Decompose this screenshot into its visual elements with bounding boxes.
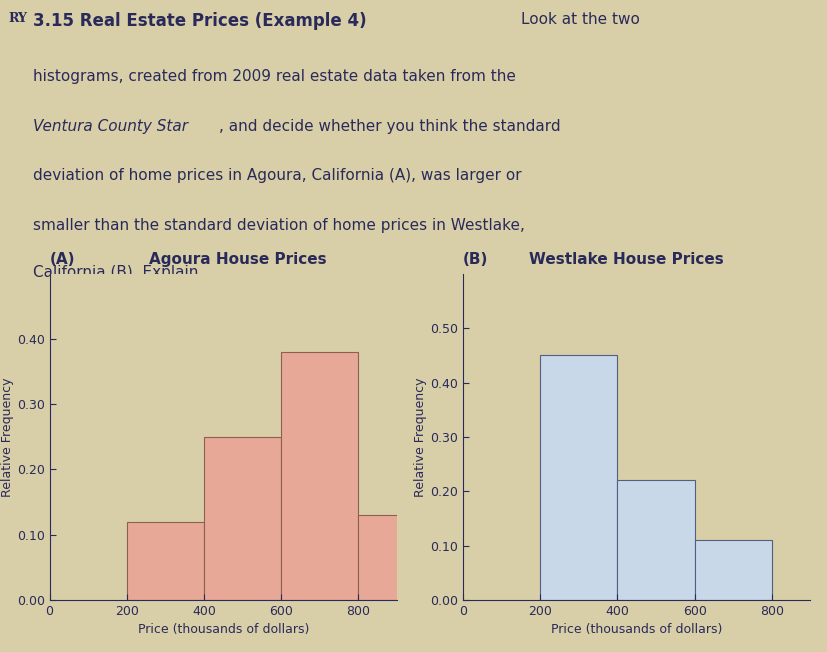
Text: Look at the two: Look at the two xyxy=(521,12,640,27)
Bar xyxy=(618,481,695,600)
Text: RY: RY xyxy=(8,12,27,25)
Text: Westlake House Prices: Westlake House Prices xyxy=(529,252,724,267)
X-axis label: Price (thousands of dollars): Price (thousands of dollars) xyxy=(551,623,723,636)
Text: smaller than the standard deviation of home prices in Westlake,: smaller than the standard deviation of h… xyxy=(33,218,525,233)
Bar xyxy=(281,352,358,600)
Bar xyxy=(358,515,436,600)
Text: Ventura County Star: Ventura County Star xyxy=(33,119,188,134)
Text: Agoura House Prices: Agoura House Prices xyxy=(149,252,327,267)
Text: (A): (A) xyxy=(50,252,75,267)
Text: histograms, created from 2009 real estate data taken from the: histograms, created from 2009 real estat… xyxy=(33,69,516,84)
Bar xyxy=(695,540,772,600)
Y-axis label: Relative Frequency: Relative Frequency xyxy=(1,377,14,497)
Bar xyxy=(436,522,513,600)
Text: 3.15 Real Estate Prices (Example 4): 3.15 Real Estate Prices (Example 4) xyxy=(33,12,366,31)
Text: California (B). Explain.: California (B). Explain. xyxy=(33,265,203,280)
X-axis label: Price (thousands of dollars): Price (thousands of dollars) xyxy=(137,623,309,636)
Y-axis label: Relative Frequency: Relative Frequency xyxy=(414,377,428,497)
Bar xyxy=(204,437,281,600)
Text: (B): (B) xyxy=(463,252,489,267)
Bar xyxy=(540,355,618,600)
Bar xyxy=(127,522,204,600)
Text: deviation of home prices in Agoura, California (A), was larger or: deviation of home prices in Agoura, Cali… xyxy=(33,168,522,183)
Text: , and decide whether you think the standard: , and decide whether you think the stand… xyxy=(219,119,561,134)
